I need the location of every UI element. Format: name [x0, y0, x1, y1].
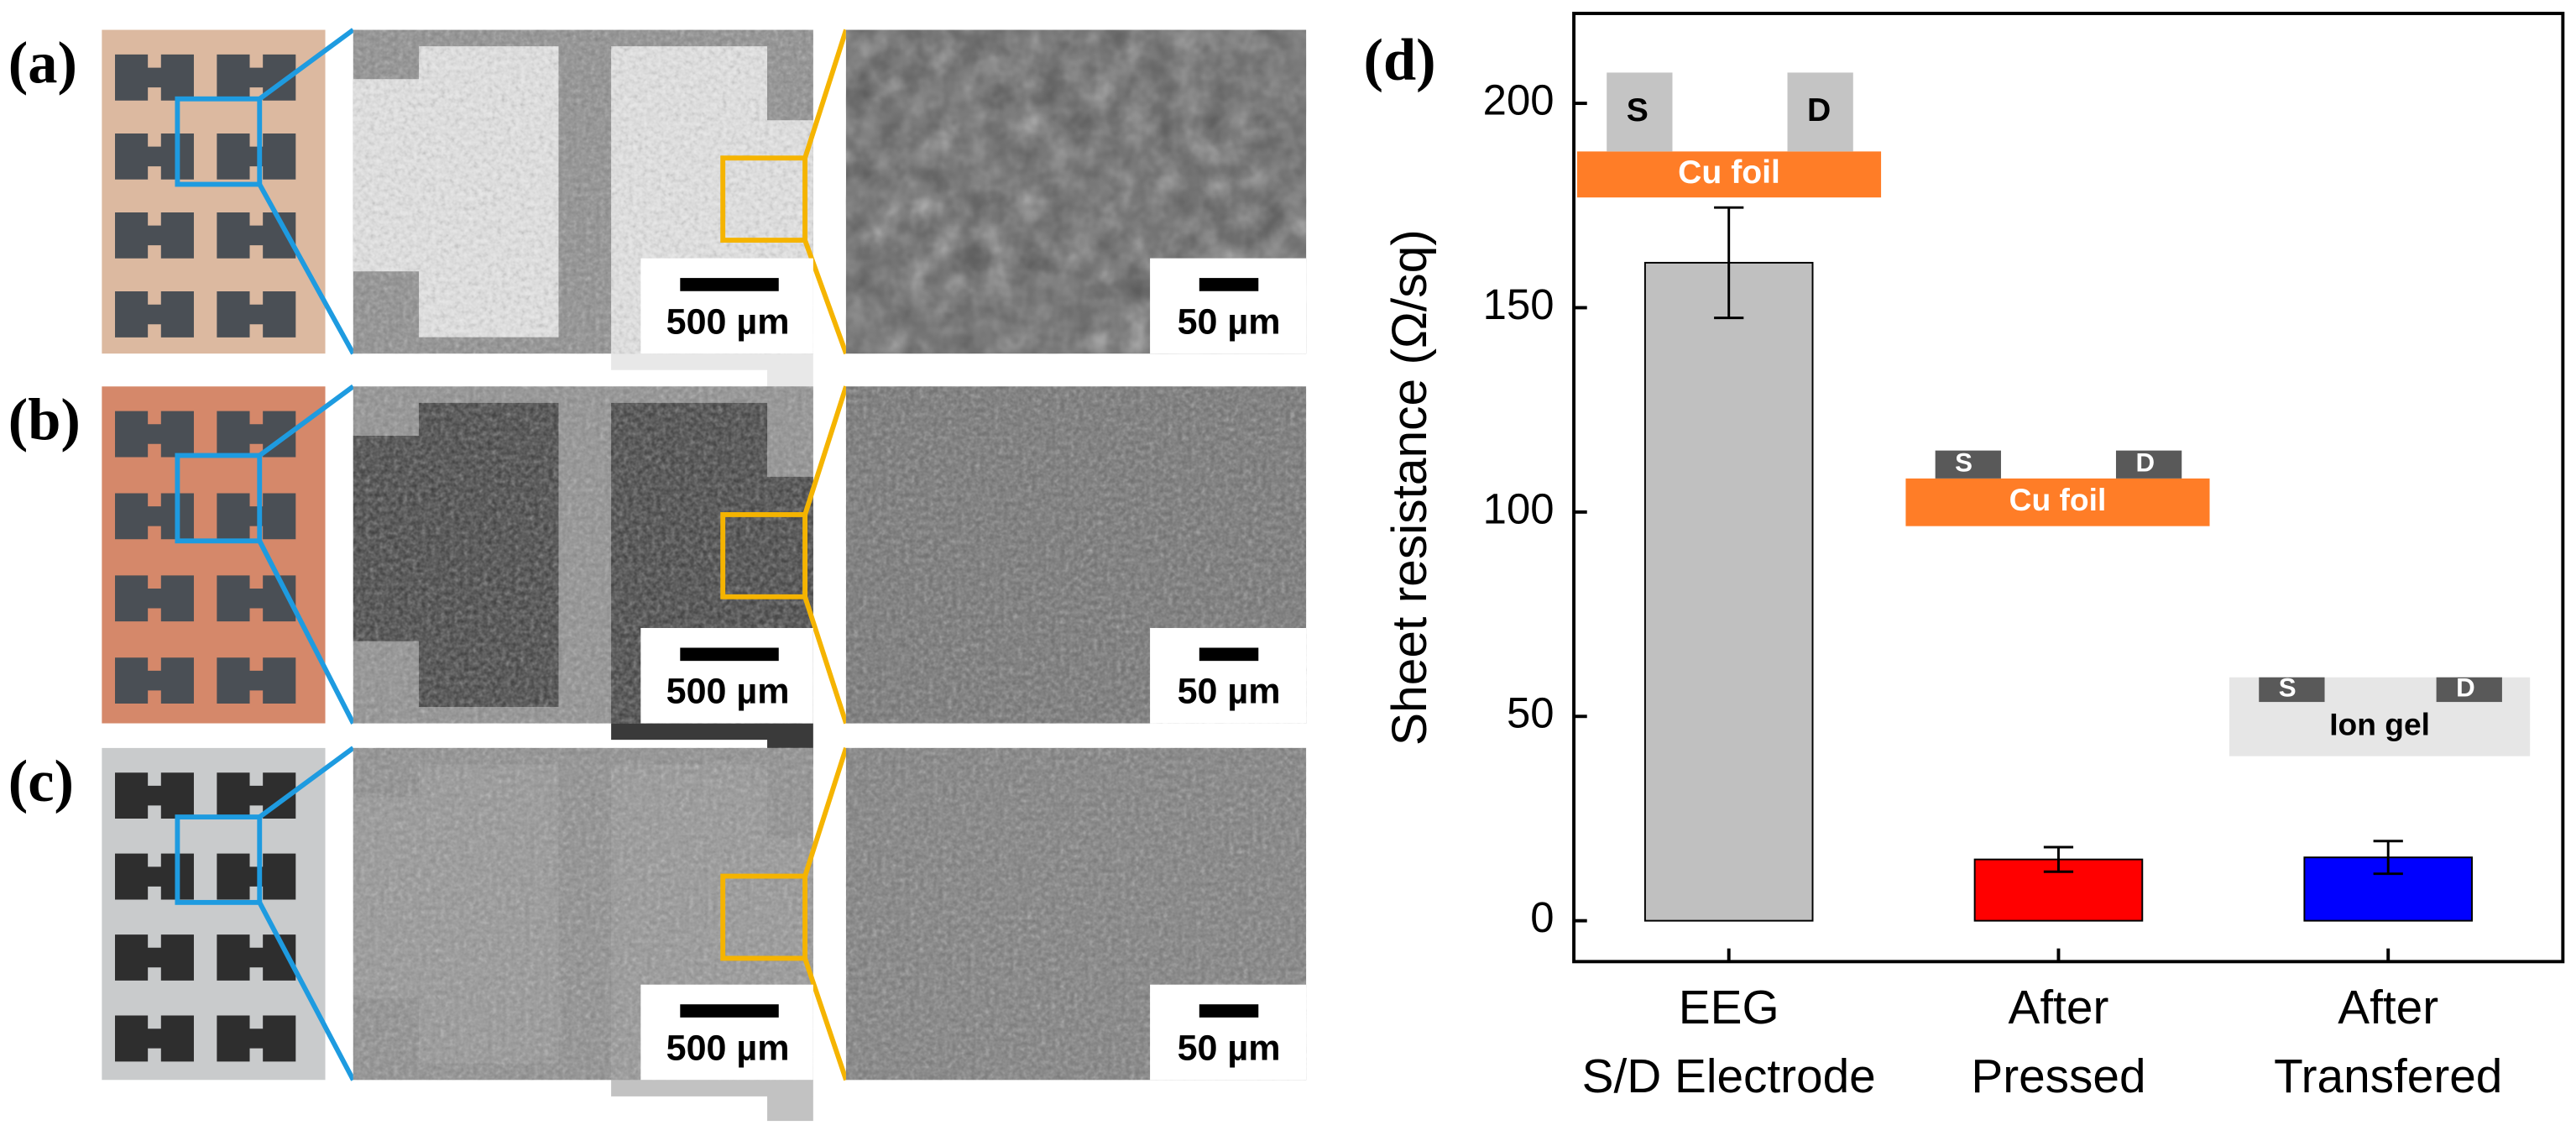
- zoom-box: [720, 155, 807, 243]
- substrate-label: Cu foil: [2009, 482, 2107, 517]
- electrode: [217, 853, 296, 900]
- scale-bar: [680, 1004, 779, 1018]
- zoom-line: [802, 385, 849, 516]
- x-tick-label: Transfered: [2274, 1050, 2502, 1103]
- source-label: S: [2279, 673, 2296, 703]
- scale-bar: [680, 647, 779, 662]
- x-tick-label: EEG: [1679, 981, 1779, 1034]
- x-tick-label: S/D Electrode: [1582, 1050, 1876, 1103]
- source-pad: [1935, 450, 2001, 479]
- zoom-line: [258, 384, 355, 458]
- electrode: [115, 657, 194, 704]
- zoom-line: [258, 746, 355, 819]
- scale-bar-label: 50 µm: [1178, 301, 1281, 342]
- scale-bar-bg: [1150, 628, 1307, 724]
- scale-bar-bg: [640, 258, 813, 354]
- source-pad: [1607, 72, 1673, 152]
- plot-frame: [1572, 12, 2565, 964]
- electrode: [217, 575, 296, 622]
- drain-label: D: [2135, 448, 2155, 478]
- electrode: [217, 291, 296, 338]
- zoom-line: [802, 29, 849, 160]
- panel-label: (d): [1364, 28, 1436, 93]
- scale-bar: [680, 278, 779, 291]
- drain-label: D: [2456, 673, 2475, 703]
- y-tick-label: 100: [1483, 484, 1554, 532]
- electrode: [115, 54, 194, 101]
- x-tick-label: After: [2338, 981, 2438, 1034]
- drain-label: D: [1807, 92, 1831, 128]
- scale-bar: [1199, 1004, 1259, 1018]
- source-label: S: [1627, 92, 1649, 128]
- error-bar: [2373, 840, 2403, 876]
- zoom-line: [802, 746, 849, 877]
- scale-bar-label: 50 µm: [1178, 672, 1281, 712]
- error-bar: [1714, 206, 1744, 320]
- y-tick-label: 0: [1530, 893, 1554, 941]
- electrode: [115, 575, 194, 622]
- zoom-box: [175, 453, 263, 544]
- scale-bar: [1199, 278, 1259, 291]
- panel-label: (a): [8, 31, 77, 97]
- drain-pad: [2436, 677, 2502, 703]
- scale-bar: [1199, 647, 1259, 662]
- zoom-box: [175, 96, 263, 187]
- drain-pad: [1787, 72, 1853, 152]
- scale-bar-bg: [1150, 984, 1307, 1081]
- drain-pad: [2115, 450, 2182, 479]
- electrode: [115, 411, 194, 458]
- scale-bar-bg: [640, 984, 813, 1081]
- scale-bar-label: 500 µm: [666, 672, 790, 712]
- zoom-line: [257, 539, 356, 725]
- substrate: [1576, 151, 1882, 198]
- bar: [1643, 261, 1814, 922]
- substrate: [1905, 478, 2210, 526]
- scale-bar-label: 50 µm: [1178, 1028, 1281, 1068]
- scale-bar-label: 500 µm: [666, 1028, 790, 1068]
- x-tick-label: Pressed: [1971, 1050, 2145, 1103]
- y-tick-label: 150: [1483, 280, 1554, 328]
- zoom-box: [720, 512, 807, 599]
- error-bar: [2043, 845, 2074, 873]
- zoom-line: [802, 595, 849, 725]
- y-tick-label: 200: [1483, 76, 1554, 124]
- y-tick-label: 50: [1507, 689, 1554, 737]
- scale-bar-bg: [1150, 258, 1307, 354]
- zoom-box: [720, 873, 807, 961]
- electrode: [217, 133, 296, 180]
- x-tick-label: After: [2009, 981, 2109, 1034]
- electrode: [115, 1015, 194, 1062]
- electrode: [115, 772, 194, 819]
- substrate-label: Ion gel: [2329, 706, 2430, 741]
- electrode: [217, 657, 296, 704]
- source-pad: [2259, 677, 2325, 703]
- electrode: [115, 133, 194, 180]
- zoom-line: [802, 957, 849, 1081]
- zoom-line: [258, 28, 355, 102]
- source-label: S: [1955, 448, 1972, 478]
- electrode: [115, 853, 194, 900]
- panel-label: (c): [8, 749, 74, 814]
- substrate-label: Cu foil: [1678, 154, 1780, 191]
- zoom-line: [257, 901, 356, 1081]
- scale-bar-label: 500 µm: [666, 301, 790, 342]
- electrode: [115, 493, 194, 540]
- zoom-box: [175, 814, 263, 905]
- electrode: [217, 212, 296, 259]
- electrode: [115, 212, 194, 259]
- electrode: [115, 934, 194, 981]
- scale-bar-bg: [640, 628, 813, 724]
- electrode: [217, 493, 296, 540]
- electrode: [217, 1015, 296, 1062]
- panel-label: (b): [8, 387, 81, 453]
- electrode: [217, 934, 296, 981]
- zoom-line: [257, 183, 356, 355]
- y-axis-label: Sheet resistance (Ω/sq): [1382, 229, 1437, 746]
- electrode: [115, 291, 194, 338]
